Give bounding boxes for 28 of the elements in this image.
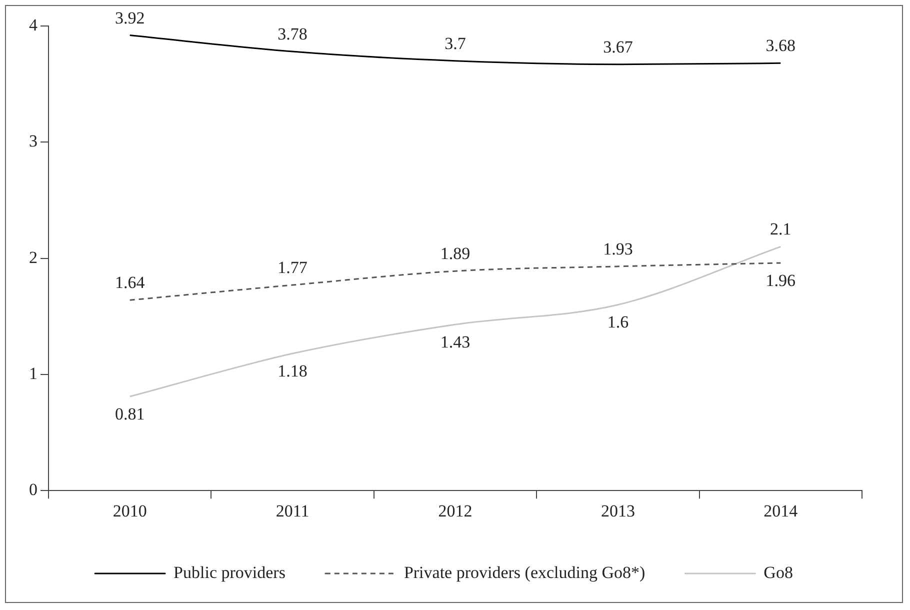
y-tick-label: 1 <box>29 364 38 383</box>
x-tick-label: 2011 <box>276 501 310 520</box>
legend-label: Go8 <box>764 562 793 582</box>
data-label: 1.96 <box>766 270 796 290</box>
x-tick-label: 2014 <box>764 501 798 520</box>
data-label: 1.43 <box>440 332 470 352</box>
data-label: 3.92 <box>114 8 145 28</box>
data-label: 1.93 <box>603 239 633 258</box>
data-label: 3.78 <box>278 24 308 44</box>
x-tick-label: 2013 <box>600 501 635 520</box>
data-label: 2.1 <box>770 220 792 239</box>
y-tick-label: 4 <box>29 15 38 34</box>
data-label: 1.77 <box>278 258 308 277</box>
data-label: 1.18 <box>278 362 308 381</box>
y-tick-label: 0 <box>29 480 38 500</box>
data-label: 0.81 <box>114 404 145 424</box>
y-tick-label: 3 <box>29 132 38 151</box>
data-label: 3.68 <box>766 36 796 56</box>
data-label: 1.89 <box>440 244 470 264</box>
y-tick-label: 2 <box>29 248 38 267</box>
legend-label: Private providers (excluding Go8*) <box>404 562 646 582</box>
x-tick-label: 2012 <box>438 501 472 520</box>
legend-label: Public providers <box>174 562 286 582</box>
data-label: 3.67 <box>603 37 634 56</box>
x-tick-label: 2010 <box>112 501 147 520</box>
data-label: 1.6 <box>607 312 629 332</box>
data-label: 3.7 <box>444 34 466 53</box>
data-label: 1.64 <box>114 273 146 292</box>
